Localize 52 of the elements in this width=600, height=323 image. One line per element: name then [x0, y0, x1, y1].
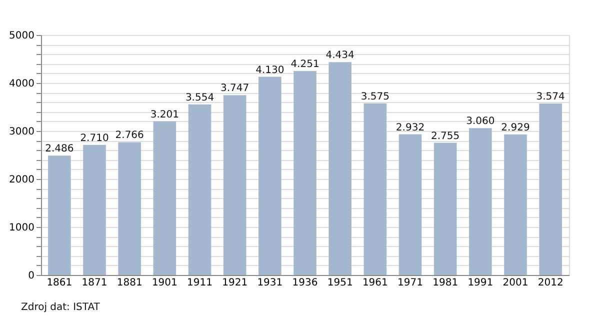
- x-tick-label: 1871: [82, 278, 108, 288]
- bar: [294, 70, 316, 275]
- data-label: 3.201: [150, 109, 179, 120]
- y-tick-label: 5000: [9, 30, 34, 42]
- data-label: 3.747: [220, 83, 250, 94]
- y-tick-label: 2000: [9, 174, 34, 186]
- x-tick-label: 1921: [222, 278, 248, 288]
- data-label: 2.929: [501, 122, 530, 134]
- x-tick-label: 1951: [327, 278, 353, 288]
- data-label: 2.766: [115, 130, 144, 142]
- bar: [188, 104, 212, 275]
- data-label: 4.434: [326, 50, 354, 62]
- bar: [434, 142, 457, 275]
- bar: [539, 103, 562, 275]
- x-tick-label: 2001: [502, 278, 528, 288]
- bar: [48, 156, 71, 275]
- data-label: 2.486: [45, 144, 74, 155]
- x-tick-label: 1961: [362, 278, 388, 288]
- bar: [153, 121, 176, 275]
- data-label: 2.710: [80, 132, 109, 144]
- bar: [83, 144, 106, 275]
- bar: [328, 62, 352, 275]
- data-label: 3.574: [536, 91, 565, 102]
- bar: [118, 142, 141, 275]
- data-label: 3.575: [360, 91, 390, 102]
- data-label: 4.251: [290, 58, 320, 70]
- bar: [364, 103, 387, 275]
- bar: [258, 76, 282, 275]
- data-label: 3.554: [185, 92, 214, 104]
- data-label: 4.130: [256, 64, 284, 76]
- text: Zdroj dat: ISTAT: [21, 302, 101, 313]
- bar: [223, 95, 246, 275]
- y-tick-label: 3000: [9, 126, 34, 138]
- bar: [469, 128, 492, 275]
- x-tick-label: 1991: [468, 278, 494, 288]
- data-label: 2.755: [431, 130, 460, 142]
- x-tick-label: 1911: [187, 278, 212, 288]
- y-tick-label: 1000: [9, 222, 34, 234]
- x-tick-label: 2012: [538, 278, 564, 288]
- y-tick-label: 0: [28, 270, 34, 282]
- data-label: 3.060: [466, 116, 495, 128]
- x-tick-label: 1971: [398, 278, 423, 288]
- x-tick-label: 1901: [152, 278, 178, 288]
- y-tick-label: 4000: [9, 78, 34, 90]
- data-label: 2.932: [396, 122, 425, 134]
- x-tick-label: 1981: [432, 278, 458, 288]
- x-tick-label: 1931: [257, 278, 283, 288]
- x-tick-label: 1861: [46, 278, 72, 288]
- bar: [504, 134, 527, 275]
- x-tick-label: 1881: [116, 278, 142, 288]
- x-tick-label: 1936: [292, 278, 318, 288]
- bar: [398, 134, 422, 275]
